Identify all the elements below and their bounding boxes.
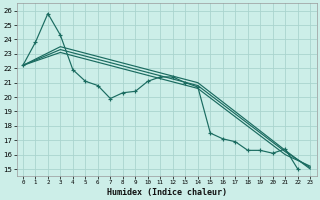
X-axis label: Humidex (Indice chaleur): Humidex (Indice chaleur) <box>107 188 227 197</box>
